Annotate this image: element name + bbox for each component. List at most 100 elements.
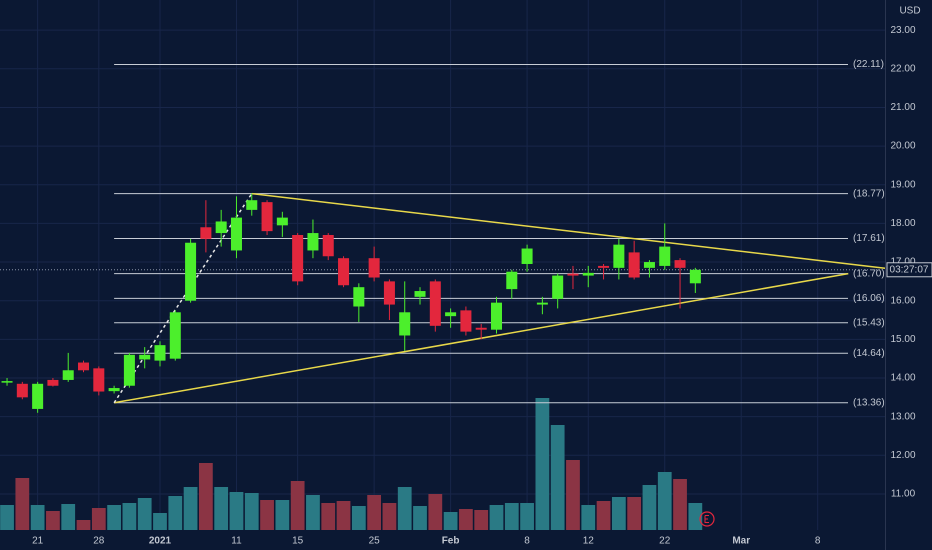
x-tick-label: 2021 xyxy=(149,536,172,547)
volume-bar xyxy=(122,503,137,530)
y-tick-label: 12.00 xyxy=(890,450,915,461)
volume-bar xyxy=(535,398,550,530)
candle-body xyxy=(246,200,258,210)
volume-bar xyxy=(107,505,121,530)
earnings-glyph xyxy=(704,515,709,523)
volume-bar xyxy=(428,494,443,530)
y-tick-label: 15.00 xyxy=(890,334,915,345)
level-label: (16.70) xyxy=(853,268,885,279)
candle-body xyxy=(521,248,533,264)
volume-bar xyxy=(321,503,336,530)
x-tick-label: 11 xyxy=(231,536,242,547)
candle-body xyxy=(139,354,151,360)
candle-body xyxy=(185,242,197,301)
x-tick-label: Mar xyxy=(732,536,750,547)
volume-bar xyxy=(198,463,213,530)
x-tick-label: 15 xyxy=(292,536,304,547)
candle-body xyxy=(659,246,671,266)
y-tick-label: 14.00 xyxy=(890,373,915,384)
volume-bar xyxy=(290,481,305,530)
volume-bar xyxy=(611,497,626,530)
candle-body xyxy=(123,354,135,386)
y-tick-label: 17.00 xyxy=(890,257,915,268)
candle-body xyxy=(338,258,350,286)
earnings-circle[interactable] xyxy=(699,511,715,527)
candle-body xyxy=(16,383,28,398)
trendline xyxy=(251,192,886,269)
volume-bar xyxy=(459,509,473,530)
candle-body xyxy=(429,281,441,326)
candle-body xyxy=(322,234,334,257)
y-tick-label: 20.00 xyxy=(890,141,915,152)
x-tick-label: 8 xyxy=(815,536,821,547)
volume-bar xyxy=(413,506,427,530)
volume-bar xyxy=(244,493,259,530)
volume-bar xyxy=(306,495,320,530)
candle-body xyxy=(62,370,74,380)
candle-body xyxy=(108,388,120,392)
earnings-icon[interactable] xyxy=(699,511,715,527)
candle-body xyxy=(368,258,380,278)
candle-body xyxy=(598,265,610,268)
y-tick-label: 11.00 xyxy=(891,489,916,500)
volume-bar xyxy=(168,496,183,530)
y-tick-label: 19.00 xyxy=(890,179,915,190)
level-label: (17.61) xyxy=(853,233,885,244)
candle-body xyxy=(582,272,594,276)
candle-body xyxy=(32,383,44,409)
level-label: (16.06) xyxy=(853,293,885,304)
volume-bar xyxy=(153,513,167,530)
countdown-label: 03:27:07 xyxy=(890,264,929,275)
volume-bar xyxy=(474,510,489,530)
x-tick-label: 12 xyxy=(583,536,595,547)
volume-bar xyxy=(443,512,458,530)
candle-body xyxy=(490,302,502,330)
volume-bar xyxy=(657,472,672,530)
volume-bar xyxy=(0,505,14,530)
x-tick-label: 21 xyxy=(32,536,44,547)
volume-bar xyxy=(275,500,290,530)
candle-body xyxy=(536,302,548,305)
candle-body xyxy=(230,217,242,251)
candle-body xyxy=(307,233,319,251)
volume-bar xyxy=(91,508,106,530)
x-tick-label: 8 xyxy=(524,536,530,547)
volume-bar xyxy=(581,505,596,530)
volume-pane xyxy=(0,398,703,530)
y-tick-label: 23.00 xyxy=(890,25,915,36)
x-tick-label: 28 xyxy=(93,536,105,547)
candle-body xyxy=(276,217,288,226)
volume-bar xyxy=(397,487,412,530)
candle-body xyxy=(47,379,59,386)
countdown-box xyxy=(886,262,932,278)
y-tick-label: 13.00 xyxy=(890,411,915,422)
volume-bar xyxy=(351,506,366,530)
candles xyxy=(1,193,701,413)
volume-bar xyxy=(76,520,91,530)
candle-body xyxy=(261,202,273,232)
volume-bar xyxy=(489,505,504,530)
level-label: (18.77) xyxy=(853,188,885,199)
volume-bar xyxy=(688,503,703,530)
volume-bar xyxy=(15,478,30,530)
candle-body xyxy=(613,244,625,268)
candle-body xyxy=(292,234,304,282)
currency-label: USD xyxy=(899,6,920,17)
volume-bar xyxy=(229,492,244,530)
volume-bar xyxy=(367,495,382,530)
volume-bar xyxy=(46,511,60,530)
candle-body xyxy=(567,273,579,276)
candle-body xyxy=(628,252,640,278)
candle-body xyxy=(154,345,166,361)
volume-bar xyxy=(183,487,198,530)
candle-body xyxy=(643,262,655,268)
candle-body xyxy=(1,381,13,383)
volume-bar xyxy=(520,503,534,530)
axes: 11.00 12.00 13.00 14.00 15.00 16.00 17.00 18.00… xyxy=(32,25,932,547)
volume-bar xyxy=(627,497,642,530)
volume-bar xyxy=(382,503,397,530)
candle-body xyxy=(200,227,212,239)
x-tick-label: 22 xyxy=(659,536,671,547)
candle-body xyxy=(399,312,411,336)
